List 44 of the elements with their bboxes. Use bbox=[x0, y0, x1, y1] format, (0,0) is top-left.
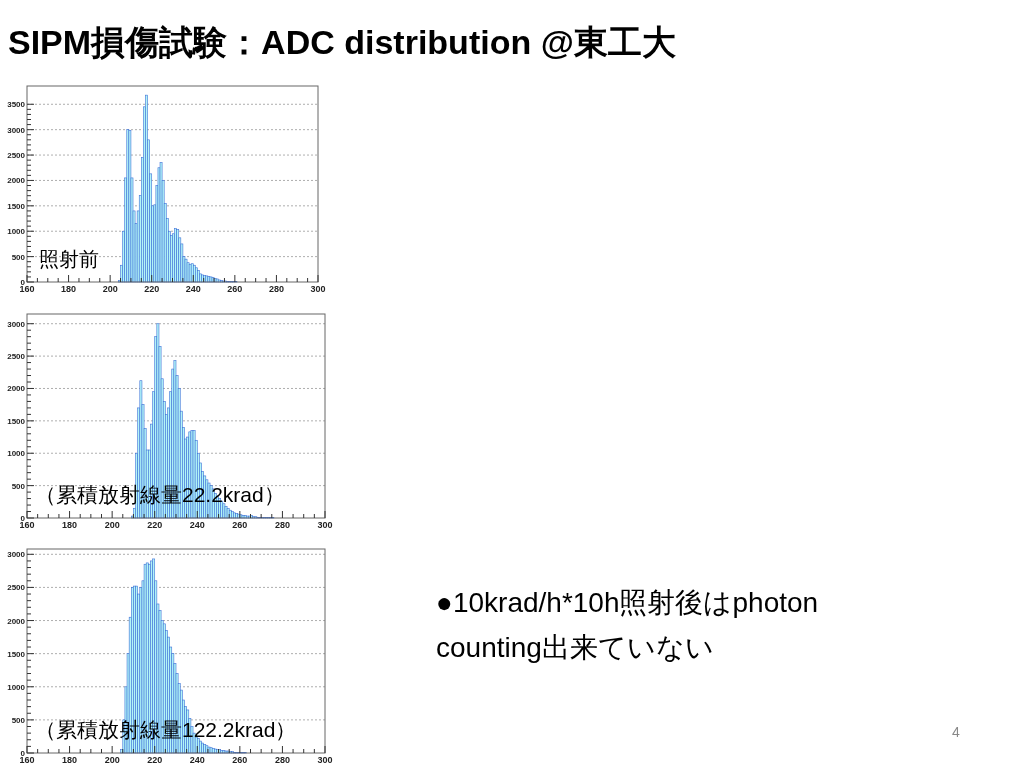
x-tick-label: 300 bbox=[317, 520, 333, 530]
x-tick-label: 220 bbox=[147, 520, 163, 530]
x-tick-label: 280 bbox=[274, 520, 290, 530]
x-tick-label: 200 bbox=[104, 520, 120, 530]
y-tick-label: 500 bbox=[11, 481, 26, 491]
x-tick-label: 200 bbox=[102, 284, 118, 294]
x-tick-label: 240 bbox=[189, 755, 205, 765]
y-tick-label: 500 bbox=[11, 252, 26, 262]
y-tick-label: 1500 bbox=[7, 416, 26, 426]
x-tick-label: 240 bbox=[185, 284, 201, 294]
y-tick-label: 2500 bbox=[7, 151, 26, 161]
annotation: 照射前 bbox=[39, 248, 99, 270]
y-tick-label: 500 bbox=[11, 715, 26, 725]
x-tick-label: 260 bbox=[232, 520, 248, 530]
x-tick-label: 260 bbox=[232, 755, 248, 765]
x-tick-label: 240 bbox=[189, 520, 205, 530]
y-tick-label: 2500 bbox=[7, 583, 26, 593]
x-tick-label: 220 bbox=[147, 755, 163, 765]
y-tick-label: 3000 bbox=[7, 125, 26, 135]
x-tick-label: 200 bbox=[104, 755, 120, 765]
y-tick-label: 1000 bbox=[7, 227, 26, 237]
x-tick-label: 220 bbox=[144, 284, 160, 294]
x-tick-label: 180 bbox=[62, 755, 78, 765]
x-tick-label: 280 bbox=[274, 755, 290, 765]
y-tick-label: 3000 bbox=[7, 319, 26, 329]
text: ●10krad/h*10h照射後はphoton counting出来ていない bbox=[436, 586, 820, 665]
y-tick-label: 2000 bbox=[7, 616, 26, 626]
y-tick-label: 2000 bbox=[7, 384, 26, 394]
y-tick-label: 1000 bbox=[7, 449, 26, 459]
y-tick-label: 1000 bbox=[7, 682, 26, 692]
y-tick-label: 2500 bbox=[7, 352, 26, 362]
chart-title: SIPM損傷試験：ADC distribution @東工大 bbox=[8, 23, 676, 61]
x-tick-label: 180 bbox=[61, 284, 77, 294]
y-tick-label: 3000 bbox=[7, 550, 26, 560]
x-tick-label: 280 bbox=[268, 284, 284, 294]
y-tick-label: 1500 bbox=[7, 649, 26, 659]
x-tick-label: 300 bbox=[310, 284, 326, 294]
text: 4 bbox=[952, 724, 960, 740]
y-tick-label: 3500 bbox=[7, 100, 26, 110]
x-tick-label: 300 bbox=[317, 755, 333, 765]
x-tick-label: 180 bbox=[62, 520, 78, 530]
x-tick-label: 260 bbox=[227, 284, 243, 294]
y-tick-label: 2000 bbox=[7, 176, 26, 186]
y-tick-label: 1500 bbox=[7, 201, 26, 211]
